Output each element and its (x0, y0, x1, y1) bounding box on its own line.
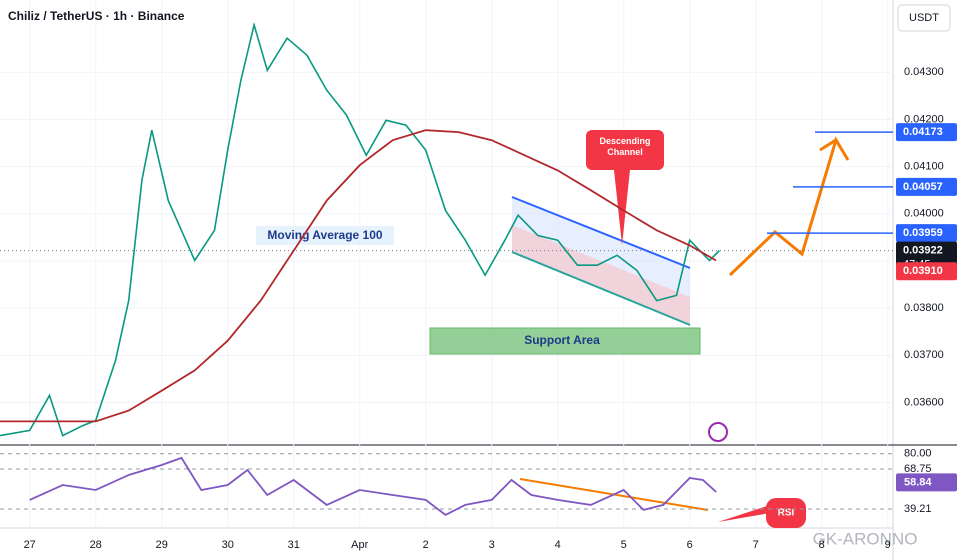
support-label: Support Area (524, 333, 600, 347)
projection-arrow (728, 136, 850, 277)
rsi-tag-label: 58.84 (904, 476, 932, 488)
x-tick-label: 3 (489, 539, 495, 551)
rsi-badge-label: RSI (778, 508, 795, 519)
y-tick-label: 0.04100 (904, 160, 944, 172)
series-line (29, 456, 717, 516)
channel-lower (511, 251, 691, 326)
x-tick-label: 5 (621, 539, 627, 551)
channel-callout (586, 130, 664, 245)
y-tick-label: 68.75 (904, 463, 932, 475)
y-tick-label: 39.21 (904, 503, 932, 515)
currency-label[interactable]: USDT (909, 12, 939, 24)
channel-fill-lower (512, 225, 690, 325)
rsi-tag (896, 473, 957, 492)
series-line (0, 21, 720, 437)
last-price-label: 0.03922 (903, 244, 943, 256)
currency-button[interactable] (897, 4, 951, 32)
price-tag (896, 123, 957, 142)
rsi-badge (766, 498, 806, 528)
y-tick-label: 0.03800 (904, 302, 944, 314)
x-tick-label: 4 (555, 539, 561, 551)
channel-upper (511, 196, 691, 269)
x-tick-label: 7 (753, 539, 759, 551)
y-tick-label: 0.04200 (904, 113, 944, 125)
price-tag-label: 0.03959 (903, 227, 943, 239)
y-tick-label: 0.04000 (904, 208, 944, 220)
price-tag (896, 177, 957, 196)
x-tick-label: Apr (351, 539, 368, 551)
ma-label: Moving Average 100 (267, 228, 382, 242)
x-tick-label: 6 (687, 539, 693, 551)
x-tick-label: 28 (90, 539, 102, 551)
price-tag (896, 224, 957, 243)
prev-price-tag (896, 262, 957, 281)
support-area (429, 327, 701, 355)
price-tag-label: 0.04057 (903, 181, 943, 193)
symbol-title: Chiliz / TetherUS · 1h · Binance (8, 9, 185, 23)
prev-price-label: 0.03910 (903, 265, 943, 277)
price-tag-label: 0.04173 (903, 126, 943, 138)
channel-label: Descending Channel (599, 136, 651, 157)
y-tick-label: 80.00 (904, 448, 932, 460)
y-tick-label: 0.03700 (904, 349, 944, 361)
y-tick-label: 0.04300 (904, 66, 944, 78)
y-tick-label: 0.03600 (904, 396, 944, 408)
x-tick-label: 30 (222, 539, 234, 551)
ma-label-bg (256, 226, 394, 245)
series-line (0, 129, 717, 423)
x-tick-label: 8 (819, 539, 825, 551)
x-tick-label: 2 (423, 539, 429, 551)
watermark: GK-ARONNO (813, 529, 918, 548)
event-icon (708, 422, 728, 442)
x-tick-label: 27 (24, 539, 36, 551)
x-tick-label: 9 (885, 539, 891, 551)
x-tick-label: 31 (288, 539, 300, 551)
x-tick-label: 29 (156, 539, 168, 551)
